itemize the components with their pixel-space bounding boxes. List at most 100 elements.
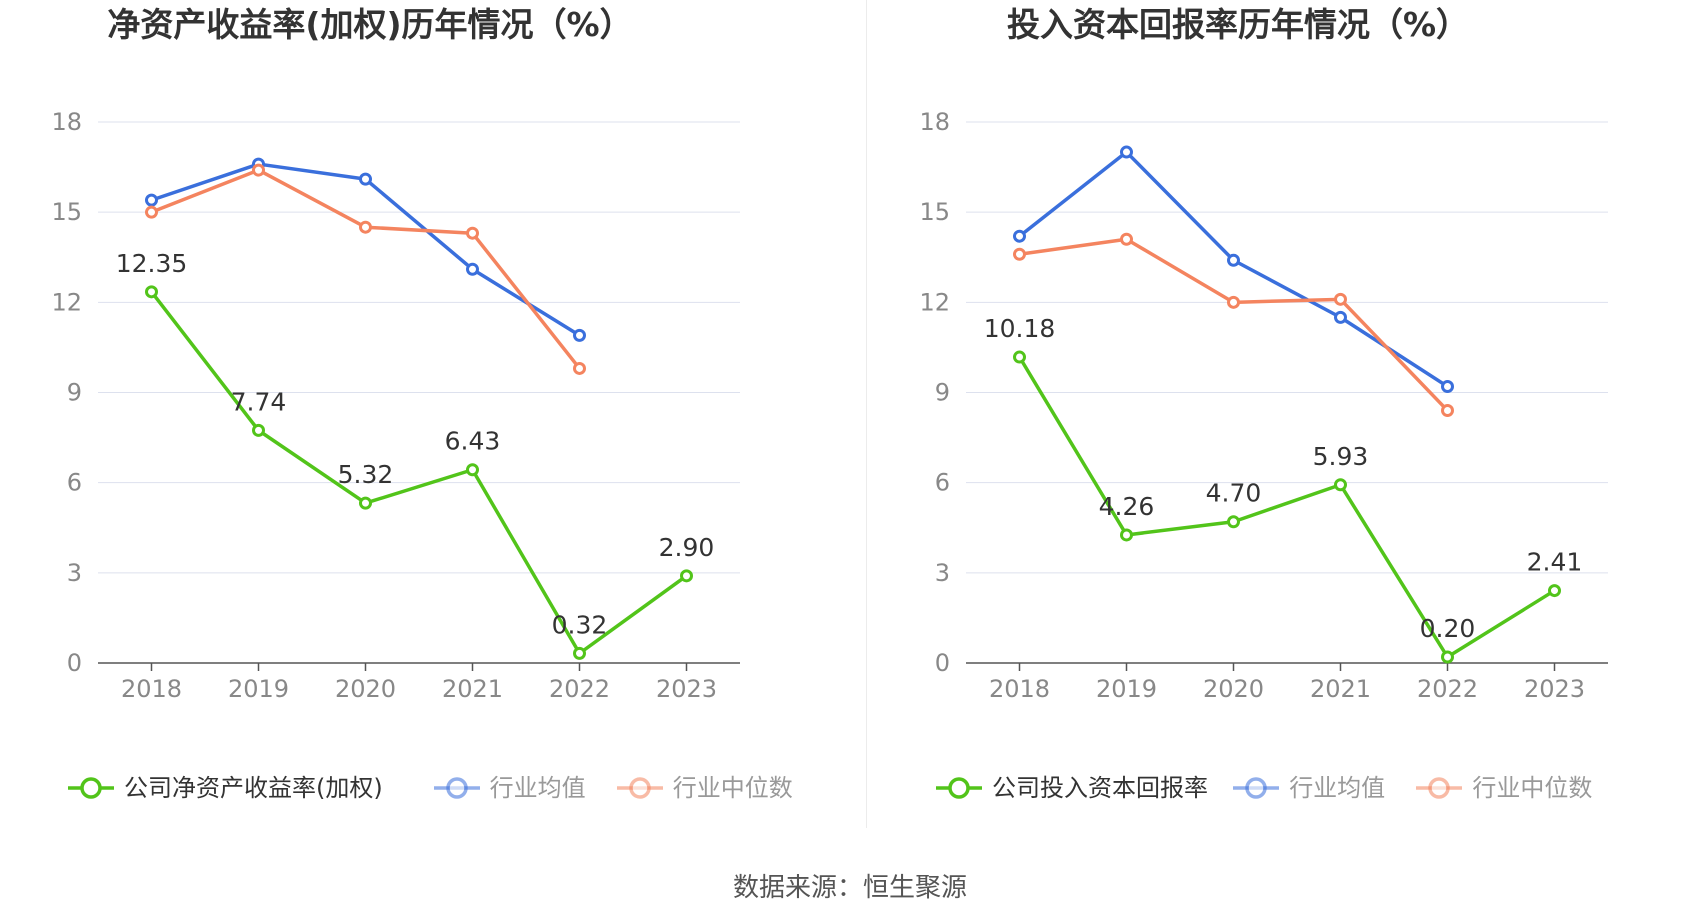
data-point[interactable] [1013,247,1026,261]
line-chart-roic: 0 3 6 9 12 15 18 2018 2019 2020 2021 2022 2023 10.18 4… [919,108,1608,703]
legend-item[interactable]: 行业均值 [432,768,586,808]
data-label: 4.26 [1099,492,1155,521]
x-tick-label: 2019 [1096,675,1157,703]
data-label: 0.32 [552,610,608,639]
data-label: 7.74 [231,387,287,416]
data-point[interactable] [1441,404,1454,418]
data-point[interactable] [1013,229,1026,243]
data-point[interactable] [252,423,265,437]
y-tick-label: 6 [67,469,82,497]
x-tick-label: 2022 [549,675,610,703]
data-point[interactable] [1227,253,1240,267]
data-point[interactable] [1227,515,1240,529]
legend-item[interactable]: 公司投入资本回报率 [934,768,1208,808]
y-tick-label: 9 [67,379,82,407]
x-tick-label: 2020 [1203,675,1264,703]
data-label: 5.32 [338,460,394,489]
x-tick-label: 2018 [121,675,182,703]
data-label: 0.20 [1420,614,1476,643]
chart-panel-roe: 净资产收益率(加权)历年情况（%） 0 3 6 9 12 15 18 2018 2019 2020… [0,0,850,830]
data-label: 6.43 [445,427,501,456]
y-tick-label: 9 [935,379,950,407]
data-point[interactable] [1441,650,1454,664]
data-label: 2.41 [1527,548,1583,577]
data-point[interactable] [466,262,479,276]
legend-line-marker-icon [433,777,480,799]
series-line [1018,356,1556,659]
legend-item[interactable]: 公司净资产收益率(加权) [66,768,383,808]
x-tick-label: 2020 [335,675,396,703]
y-tick-label: 18 [919,108,950,136]
data-point[interactable] [466,463,479,477]
data-point[interactable] [1334,310,1347,324]
series-line [150,168,581,370]
legend-label: 行业中位数 [1472,774,1593,802]
data-point[interactable] [1548,584,1561,598]
x-tick-label: 2019 [228,675,289,703]
data-point[interactable] [359,172,372,186]
x-tick-label: 2023 [656,675,717,703]
legend-label: 公司净资产收益率(加权) [124,774,383,802]
data-point[interactable] [1120,528,1133,542]
series-line [1018,150,1449,388]
data-point[interactable] [1441,379,1454,393]
legend-label: 公司投入资本回报率 [992,774,1208,802]
legend-line-marker-icon [68,777,114,799]
x-tick-label: 2023 [1524,675,1585,703]
legend-line-marker-icon [1416,777,1463,799]
x-tick-label: 2021 [442,675,503,703]
y-tick-label: 15 [51,198,82,226]
data-label: 4.70 [1206,479,1262,508]
y-tick-label: 18 [51,108,82,136]
chart-panel-roic: 投入资本回报率历年情况（%） 0 3 6 9 12 15 18 2018 2019 2020 202… [868,0,1700,830]
legend-line-marker-icon [936,777,982,799]
x-tick-label: 2021 [1310,675,1371,703]
data-point[interactable] [573,361,586,375]
y-tick-label: 3 [67,559,82,587]
x-tick-label: 2018 [989,675,1050,703]
legend-item[interactable]: 行业均值 [1231,768,1385,808]
data-point[interactable] [573,646,586,660]
series-line [150,162,581,337]
data-point[interactable] [145,205,158,219]
y-tick-label: 15 [919,198,950,226]
y-tick-label: 0 [935,649,950,677]
y-tick-label: 0 [67,649,82,677]
legend-label: 行业中位数 [672,774,793,802]
data-point[interactable] [466,226,479,240]
legend-label: 行业均值 [1289,774,1386,802]
data-point[interactable] [680,569,693,583]
legend-item[interactable]: 行业中位数 [1414,768,1592,808]
legend-line-marker-icon [616,777,663,799]
y-tick-label: 12 [51,288,82,316]
data-point[interactable] [145,285,158,299]
data-point[interactable] [1013,350,1026,364]
x-tick-label: 2022 [1417,675,1478,703]
data-point[interactable] [1334,292,1347,306]
y-tick-label: 12 [919,288,950,316]
data-source-label: 数据来源：恒生聚源 [732,873,967,903]
data-point[interactable] [1120,145,1133,159]
chart-title: 净资产收益率(加权)历年情况（%） [107,5,633,44]
chart-legend: 公司净资产收益率(加权) 行业均值 行业中位数 [0,768,850,808]
y-tick-label: 6 [935,469,950,497]
legend-item[interactable]: 行业中位数 [615,768,793,808]
data-point[interactable] [359,496,372,510]
data-point[interactable] [1227,295,1240,309]
data-point[interactable] [252,163,265,177]
data-label: 2.90 [659,533,715,562]
legend-line-marker-icon [1233,777,1280,799]
chart-title: 投入资本回报率历年情况（%） [1006,5,1470,44]
data-point[interactable] [359,220,372,234]
y-tick-label: 3 [935,559,950,587]
data-point[interactable] [145,193,158,207]
data-point[interactable] [573,328,586,342]
series-line [150,290,688,656]
data-point[interactable] [1120,232,1133,246]
data-label: 5.93 [1313,442,1369,471]
legend-label: 行业均值 [489,774,586,802]
data-label: 10.18 [984,314,1056,343]
data-label: 12.35 [116,249,188,278]
line-chart-roe: 0 3 6 9 12 15 18 2018 2019 2020 2021 2022 2023 12.35 7… [51,108,740,703]
data-point[interactable] [1334,478,1347,492]
